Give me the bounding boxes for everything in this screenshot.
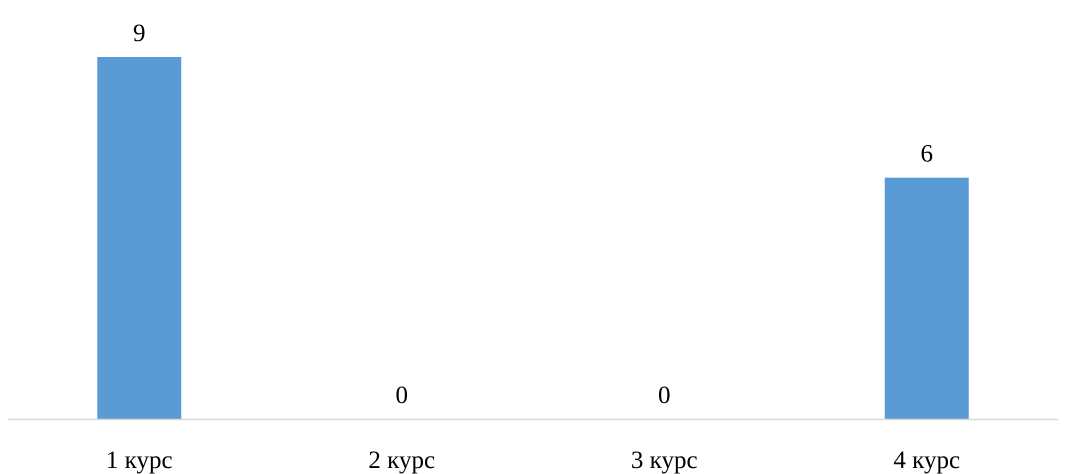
data-labels-group: 9 0 0 6	[133, 20, 933, 409]
x-tick-label-1: 1 курс	[106, 447, 173, 474]
x-tick-label-2: 2 курс	[368, 447, 435, 474]
x-tick-label-3: 3 курс	[631, 447, 698, 474]
data-label-4: 6	[921, 141, 934, 168]
data-label-2: 0	[396, 382, 409, 409]
data-label-3: 0	[658, 382, 671, 409]
bars-group	[97, 57, 969, 419]
x-tick-labels-group: 1 курс 2 курс 3 курс 4 курс	[106, 447, 960, 474]
bar-4	[884, 177, 969, 419]
data-label-1: 9	[133, 20, 146, 47]
bar-1	[97, 57, 182, 419]
x-tick-label-4: 4 курс	[893, 447, 960, 474]
